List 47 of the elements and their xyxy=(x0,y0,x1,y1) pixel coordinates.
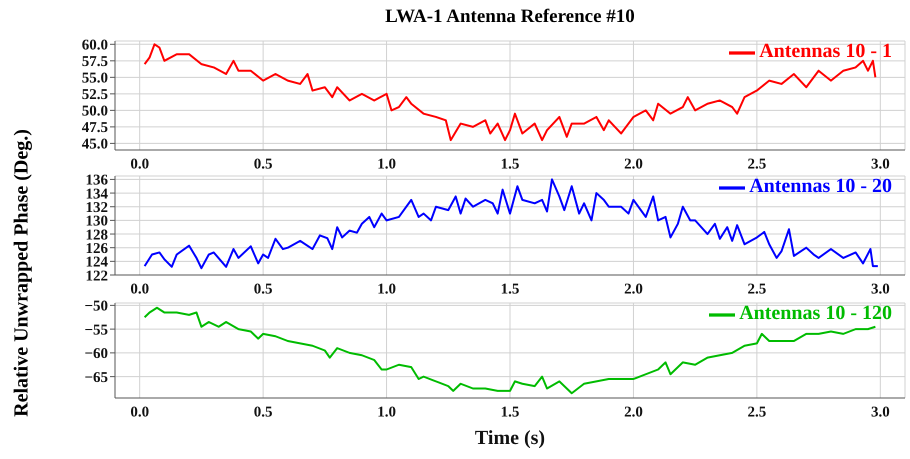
y-tick-label: 132 xyxy=(86,200,108,216)
x-tick-label: 0.0 xyxy=(130,156,150,173)
y-tick-label: 134 xyxy=(86,186,108,202)
y-tick-label: −60 xyxy=(84,346,108,362)
x-tick-label: 3.0 xyxy=(870,404,890,421)
y-tick-label: 57.5 xyxy=(82,54,108,70)
x-tick-label: 0.5 xyxy=(254,156,272,173)
y-tick-label: 47.5 xyxy=(82,120,108,136)
x-tick-label: 1.5 xyxy=(500,156,520,173)
x-tick-label: 0.5 xyxy=(254,404,272,421)
x-tick-label: 1.5 xyxy=(500,404,520,421)
x-tick-label: 0.5 xyxy=(254,282,272,298)
y-tick-label: 136 xyxy=(86,172,108,189)
x-tick-label: 0.0 xyxy=(130,404,150,421)
x-tick-label: 1.0 xyxy=(377,404,396,421)
x-tick-label: 1.0 xyxy=(377,282,396,298)
y-tick-label: 45.0 xyxy=(82,136,108,153)
x-tick-label: 2.0 xyxy=(624,282,643,298)
y-tick-label: 60.0 xyxy=(82,38,108,54)
x-tick-label: 1.5 xyxy=(500,282,520,298)
y-tick-label: 124 xyxy=(86,254,108,271)
x-tick-label: 2.5 xyxy=(748,282,766,298)
x-tick-label: 2.0 xyxy=(624,156,643,173)
line-series xyxy=(144,43,876,142)
y-tick-label: 128 xyxy=(86,227,108,244)
x-tick-label: 2.5 xyxy=(748,404,766,421)
y-tick-label: 126 xyxy=(86,241,108,258)
y-tick-label: −50 xyxy=(84,298,108,315)
x-tick-label: 3.0 xyxy=(870,282,890,298)
chart-title: LWA-1 Antenna Reference #10 xyxy=(384,6,636,28)
legend-label: Antennas 10 - 20 xyxy=(749,174,892,197)
y-tick-label: −55 xyxy=(84,322,108,338)
x-tick-label: 0.0 xyxy=(130,282,150,298)
y-tick-label: 122 xyxy=(86,268,108,284)
legend-label: Antennas 10 - 1 xyxy=(759,40,892,62)
y-tick-label: 52.5 xyxy=(82,87,108,104)
x-tick-label: 2.0 xyxy=(624,404,643,421)
y-tick-label: 50.0 xyxy=(82,104,108,120)
legend-label: Antennas 10 - 120 xyxy=(739,302,892,324)
y-tick-label: 55.0 xyxy=(82,70,108,87)
y-axis-title: Relative Unwrapped Phase (Deg.) xyxy=(10,129,34,417)
x-tick-label: 2.5 xyxy=(748,156,766,173)
y-tick-label: 130 xyxy=(86,214,108,230)
x-axis-title: Time (s) xyxy=(474,427,546,449)
y-tick-label: −65 xyxy=(84,370,108,386)
x-tick-label: 3.0 xyxy=(870,156,890,173)
x-tick-label: 1.0 xyxy=(377,156,396,173)
